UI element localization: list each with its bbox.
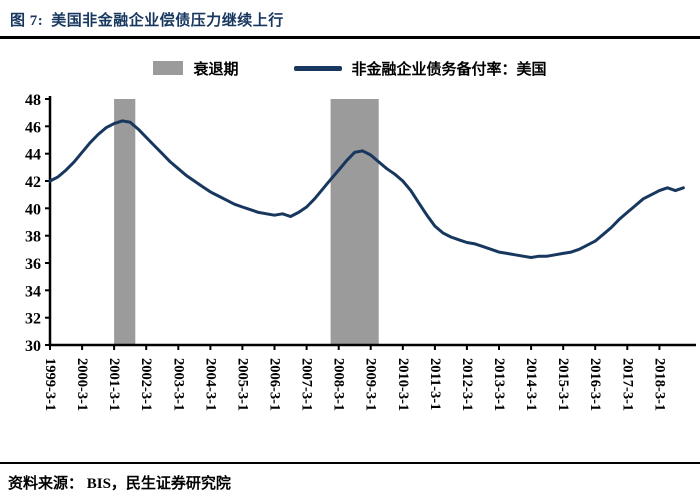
x-tick-label: 2001-3-1 bbox=[106, 358, 122, 411]
x-tick-label: 2014-3-1 bbox=[523, 358, 539, 411]
legend-item-series: 非金融企业债务备付率：美国 bbox=[293, 58, 547, 79]
y-tick-label: 32 bbox=[25, 311, 41, 328]
x-tick-label: 2003-3-1 bbox=[170, 358, 186, 411]
x-tick-label: 2000-3-1 bbox=[74, 358, 90, 411]
x-tick-label: 2015-3-1 bbox=[555, 358, 571, 411]
legend-label-series: 非金融企业债务备付率：美国 bbox=[351, 61, 547, 78]
x-tick-label: 2005-3-1 bbox=[234, 358, 250, 411]
figure-number: 图 7: bbox=[10, 13, 44, 29]
x-tick-label: 2007-3-1 bbox=[299, 358, 315, 411]
recession-band bbox=[114, 99, 136, 345]
figure-title: 美国非金融企业偿债压力继续上行 bbox=[51, 13, 284, 29]
x-tick-label: 2016-3-1 bbox=[587, 358, 603, 411]
y-tick-label: 38 bbox=[25, 229, 41, 246]
y-tick-label: 34 bbox=[25, 283, 41, 300]
legend-item-recession: 衰退期 bbox=[153, 58, 239, 79]
y-tick-label: 40 bbox=[25, 201, 41, 218]
series-line-swatch bbox=[293, 65, 342, 71]
x-tick-label: 2004-3-1 bbox=[202, 358, 218, 411]
y-tick-label: 30 bbox=[25, 338, 41, 355]
x-tick-label: 2012-3-1 bbox=[459, 358, 475, 411]
y-tick-label: 44 bbox=[25, 147, 41, 164]
figure-title-bar: 图 7: 美国非金融企业偿债压力继续上行 bbox=[0, 0, 700, 39]
y-tick-label: 42 bbox=[25, 174, 41, 191]
x-tick-label: 2018-3-1 bbox=[651, 358, 667, 411]
x-tick-label: 2008-3-1 bbox=[331, 358, 347, 411]
source-text: 资料来源： BIS，民生证券研究院 bbox=[8, 476, 231, 492]
y-tick-label: 48 bbox=[25, 92, 41, 109]
x-tick-label: 2009-3-1 bbox=[363, 358, 379, 411]
x-tick-label: 2017-3-1 bbox=[619, 358, 635, 411]
x-tick-label: 2010-3-1 bbox=[395, 358, 411, 411]
chart-legend: 衰退期 非金融企业债务备付率：美国 bbox=[0, 55, 700, 81]
x-tick-label: 2002-3-1 bbox=[138, 358, 154, 411]
legend-label-recession: 衰退期 bbox=[193, 61, 239, 78]
x-tick-label: 2011-3-1 bbox=[427, 358, 443, 410]
recession-band bbox=[330, 99, 379, 345]
x-tick-label: 2006-3-1 bbox=[267, 358, 283, 411]
recession-band-swatch bbox=[153, 61, 184, 75]
chart-svg: 30 32 34 36 38 40 42 44 46 48 1999-3-1 2000-3-1 2001… bbox=[25, 92, 696, 411]
y-tick-label: 36 bbox=[25, 256, 41, 273]
chart-area: 30 32 34 36 38 40 42 44 46 48 1999-3-1 2000-3-1 2001… bbox=[0, 85, 700, 442]
source-bar: 资料来源： BIS，民生证券研究院 bbox=[0, 462, 700, 503]
x-tick-label: 2013-3-1 bbox=[491, 358, 507, 411]
series-line bbox=[48, 119, 685, 259]
x-tick-label: 1999-3-1 bbox=[42, 358, 58, 411]
y-tick-label: 46 bbox=[25, 119, 41, 136]
